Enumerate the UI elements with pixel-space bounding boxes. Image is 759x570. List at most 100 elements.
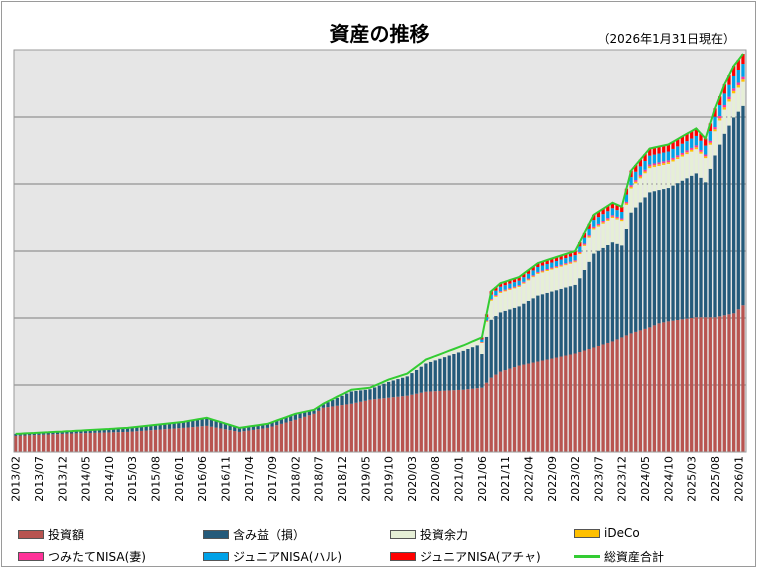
- legend-label: 投資額: [48, 528, 85, 542]
- bar-segment: [596, 225, 601, 227]
- bar-segment: [722, 93, 726, 105]
- legend-swatch: [390, 552, 416, 561]
- bar-invest: [349, 403, 353, 452]
- bar-segment: [144, 425, 148, 431]
- bar-segment: [722, 109, 726, 134]
- bar-segment: [578, 254, 582, 279]
- bar-segment: [564, 265, 568, 288]
- bar-segment: [540, 272, 545, 295]
- legend-label: つみたてNISA(妻): [48, 550, 146, 564]
- bar-invest: [368, 399, 372, 452]
- bar-segment: [256, 425, 260, 430]
- bar-segment: [722, 104, 726, 108]
- bar-segment: [531, 270, 535, 276]
- bar-segment: [480, 342, 484, 355]
- bar-invest: [741, 305, 745, 452]
- bar-segment: [638, 159, 643, 167]
- bar-invest: [256, 429, 260, 452]
- bar-segment: [526, 270, 531, 274]
- bar-segment: [298, 413, 302, 419]
- bar-segment: [634, 181, 638, 184]
- bar-segment: [554, 268, 559, 291]
- bar-segment: [596, 217, 601, 224]
- bar-segment: [489, 300, 493, 320]
- bar-segment: [51, 432, 55, 435]
- bar-segment: [200, 418, 204, 427]
- bar-invest: [79, 433, 83, 452]
- bar-segment: [536, 273, 540, 296]
- bar-segment: [414, 366, 419, 370]
- bar-invest: [163, 429, 167, 452]
- bar-segment: [638, 174, 643, 177]
- bar-segment: [666, 160, 671, 163]
- bar-segment: [592, 253, 596, 348]
- bar-segment: [634, 207, 638, 332]
- bar-segment: [601, 223, 605, 248]
- bar-invest: [363, 400, 367, 452]
- bar-segment: [517, 280, 521, 286]
- bar-segment: [37, 432, 41, 435]
- bar-segment: [573, 251, 577, 256]
- bar-segment: [139, 426, 144, 431]
- bar-invest: [489, 377, 493, 452]
- bar-segment: [671, 159, 675, 162]
- bar-invest: [270, 426, 274, 452]
- bar-segment: [480, 339, 484, 342]
- bar-segment: [345, 393, 349, 405]
- bar-segment: [526, 280, 531, 301]
- bar-invest: [503, 370, 507, 452]
- legend-item: 総資産合計: [574, 548, 664, 565]
- bar-invest: [214, 427, 218, 452]
- bar-segment: [484, 320, 489, 322]
- bar-invest: [382, 398, 386, 452]
- bar-segment: [498, 283, 503, 287]
- bar-segment: [508, 288, 512, 289]
- bar-segment: [648, 166, 652, 169]
- bar-segment: [536, 266, 540, 272]
- x-tick-label: 2021/01: [453, 456, 466, 502]
- bar-segment: [718, 116, 722, 119]
- bar-segment: [634, 165, 638, 172]
- bar-invest: [685, 318, 689, 452]
- x-tick-label: 2017/09: [266, 456, 279, 502]
- bar-segment: [718, 120, 722, 145]
- bar-invest: [326, 407, 330, 452]
- bar-segment: [317, 407, 321, 411]
- bar-segment: [704, 158, 708, 183]
- bar-invest: [512, 367, 517, 452]
- bar-segment: [466, 343, 470, 349]
- bar-segment: [708, 144, 712, 169]
- bar-segment: [643, 197, 647, 329]
- x-tick-label: 2024/05: [639, 456, 652, 502]
- bar-invest: [116, 432, 120, 452]
- bar-segment: [704, 145, 708, 155]
- bar-segment: [79, 430, 83, 434]
- plot-border: [13, 49, 747, 453]
- legend-label: ジュニアNISA(アチャ): [420, 550, 541, 564]
- bar-segment: [592, 226, 596, 229]
- bar-invest: [694, 317, 698, 452]
- bar-segment: [158, 424, 162, 430]
- bar-segment: [522, 282, 526, 284]
- bar-segment: [531, 277, 535, 299]
- bar-invest: [732, 313, 736, 452]
- bar-segment: [713, 131, 717, 156]
- bar-segment: [163, 423, 167, 430]
- bar-invest: [237, 431, 242, 452]
- bar-segment: [32, 432, 36, 436]
- bar-segment: [452, 348, 456, 354]
- x-tick-label: 2025/03: [686, 456, 699, 502]
- legend-item: 含み益（損）: [203, 526, 305, 543]
- bar-segment: [680, 156, 684, 181]
- bar-segment: [433, 360, 437, 392]
- bar-segment: [662, 163, 666, 165]
- bar-segment: [228, 425, 232, 431]
- bar-segment: [354, 390, 358, 403]
- bar-segment: [657, 164, 661, 166]
- bar-segment: [624, 201, 629, 204]
- bar-segment: [620, 212, 624, 219]
- bar-segment: [242, 427, 246, 432]
- bar-segment: [694, 149, 698, 174]
- bar-segment: [554, 267, 559, 269]
